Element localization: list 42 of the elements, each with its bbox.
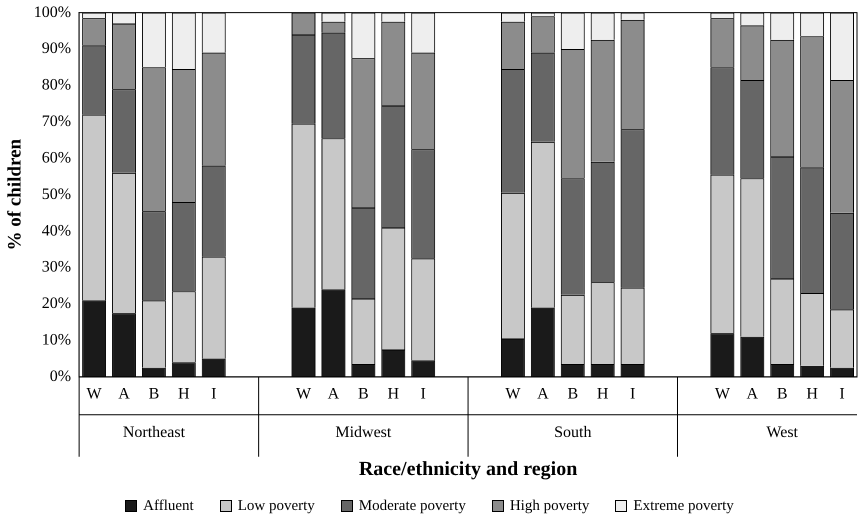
x-tick-label: I	[420, 386, 426, 403]
x-tick-label: A	[537, 386, 550, 403]
x-tick-label: W	[86, 386, 103, 403]
x-tick-label: A	[746, 386, 759, 403]
x-tick-label: H	[806, 386, 818, 403]
x-tick-label: A	[118, 386, 130, 403]
y-tick-label: 60%	[42, 149, 72, 166]
y-tick-label: 90%	[42, 40, 72, 58]
x-tick-label: H	[178, 386, 190, 403]
x-tick-label: H	[596, 386, 609, 403]
x-tick-label: I	[630, 386, 636, 403]
x-tick-label: I	[839, 386, 845, 403]
legend-label: Extreme poverty	[633, 498, 734, 514]
y-tick-label: 100%	[34, 4, 72, 21]
y-tick-label: 40%	[42, 222, 72, 240]
x-tick-label: B	[567, 386, 578, 403]
legend-label: Low poverty	[238, 498, 315, 514]
x-tick-label: W	[714, 386, 731, 403]
x-tick-label: W	[296, 386, 312, 403]
y-tick-label: 80%	[42, 76, 72, 94]
y-tick-label: 10%	[42, 332, 72, 349]
x-tick-label: B	[358, 386, 369, 403]
text: South	[554, 424, 592, 442]
y-tick-label: 0%	[50, 368, 72, 386]
x-tick-label: I	[211, 386, 216, 403]
x-tick-label: B	[776, 386, 788, 403]
x-tick-label: H	[387, 386, 400, 403]
x-tick-label: A	[328, 386, 340, 403]
legend-label: High poverty	[510, 498, 590, 514]
y-tick-label: 20%	[42, 295, 72, 312]
x-axis-title: Race/ethnicity and region	[358, 458, 578, 480]
y-tick-label: 50%	[42, 186, 72, 203]
x-tick-label: B	[148, 386, 160, 403]
y-tick-label: 30%	[42, 258, 72, 276]
legend-label: Moderate poverty	[358, 498, 466, 514]
x-tick-label: W	[505, 386, 522, 403]
y-tick-label: 70%	[42, 113, 72, 130]
text: Midwest	[335, 424, 392, 442]
text: West	[766, 424, 799, 442]
text: Northeast	[122, 424, 186, 442]
y-axis-title: % of children	[4, 138, 26, 250]
legend-label: Affluent	[143, 498, 194, 514]
